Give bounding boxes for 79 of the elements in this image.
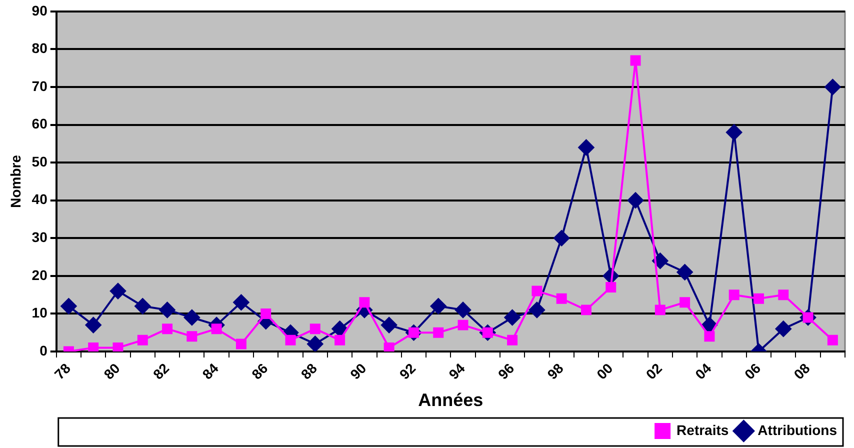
point bbox=[381, 317, 398, 334]
point bbox=[186, 331, 198, 342]
y-tick-label: 60 bbox=[32, 116, 48, 132]
x-tick-label: 86 bbox=[248, 360, 271, 382]
point bbox=[332, 320, 348, 337]
point bbox=[85, 317, 102, 334]
point bbox=[504, 310, 520, 326]
point bbox=[554, 230, 570, 246]
x-tick-label: 78 bbox=[51, 360, 74, 382]
point bbox=[285, 334, 296, 346]
point bbox=[162, 324, 173, 334]
x-tick-label: 88 bbox=[298, 360, 320, 382]
y-tick-label: 50 bbox=[32, 153, 48, 170]
point bbox=[528, 302, 545, 318]
point bbox=[606, 282, 616, 293]
point bbox=[307, 336, 324, 352]
x-tick-label: 00 bbox=[593, 360, 616, 382]
x-tick-label: 94 bbox=[446, 360, 468, 382]
point bbox=[159, 302, 176, 318]
point bbox=[455, 302, 472, 318]
point bbox=[827, 334, 838, 346]
point bbox=[430, 298, 446, 314]
point bbox=[184, 310, 200, 326]
x-tick-label: 98 bbox=[544, 360, 567, 382]
y-tick-label: 20 bbox=[32, 266, 48, 283]
point bbox=[507, 334, 518, 346]
point bbox=[60, 298, 77, 314]
point bbox=[754, 293, 764, 304]
point bbox=[260, 308, 272, 319]
x-tick-label: 04 bbox=[692, 360, 714, 382]
point bbox=[334, 334, 346, 346]
x-tick-label: 02 bbox=[642, 360, 666, 382]
point bbox=[680, 297, 690, 308]
y-axis-title: Nombre bbox=[7, 154, 24, 208]
x-tick-label: 84 bbox=[199, 360, 222, 382]
point bbox=[211, 324, 222, 334]
point bbox=[233, 294, 250, 310]
y-tick-label: 40 bbox=[32, 191, 48, 208]
point bbox=[704, 331, 715, 342]
point bbox=[236, 338, 246, 350]
point bbox=[110, 283, 126, 300]
point bbox=[824, 78, 841, 95]
point bbox=[580, 304, 592, 316]
x-tick-label: 82 bbox=[150, 360, 172, 382]
x-tick-label: 06 bbox=[741, 360, 764, 382]
y-tick-label: 70 bbox=[32, 78, 48, 94]
point bbox=[112, 342, 124, 352]
y-tick-label: 80 bbox=[32, 40, 48, 56]
point bbox=[433, 327, 444, 338]
x-axis-title: Années bbox=[418, 390, 484, 410]
point bbox=[676, 264, 693, 280]
x-tick-label: 80 bbox=[100, 360, 123, 382]
point bbox=[726, 124, 742, 140]
point bbox=[630, 55, 641, 66]
point bbox=[359, 297, 370, 308]
point bbox=[458, 320, 468, 330]
y-tick-label: 0 bbox=[40, 342, 48, 358]
x-tick-label: 96 bbox=[494, 360, 518, 382]
point bbox=[134, 298, 151, 314]
point bbox=[628, 192, 644, 208]
x-tick-label: 92 bbox=[396, 360, 419, 382]
point bbox=[654, 304, 666, 316]
legend-label: Attributions bbox=[758, 422, 838, 438]
point bbox=[578, 139, 594, 156]
point bbox=[137, 334, 148, 346]
y-tick-label: 90 bbox=[32, 2, 48, 18]
x-tick-label: 08 bbox=[790, 360, 814, 382]
point bbox=[88, 342, 99, 352]
point bbox=[556, 293, 567, 304]
legend-label: Retraits bbox=[676, 422, 729, 438]
point bbox=[728, 290, 740, 300]
point bbox=[532, 286, 542, 296]
y-tick-label: 30 bbox=[32, 229, 48, 245]
point bbox=[384, 342, 394, 352]
y-tick-label: 10 bbox=[32, 304, 48, 321]
point bbox=[310, 324, 320, 334]
point bbox=[778, 290, 789, 300]
point bbox=[775, 320, 792, 337]
x-tick-label: 90 bbox=[346, 360, 370, 382]
